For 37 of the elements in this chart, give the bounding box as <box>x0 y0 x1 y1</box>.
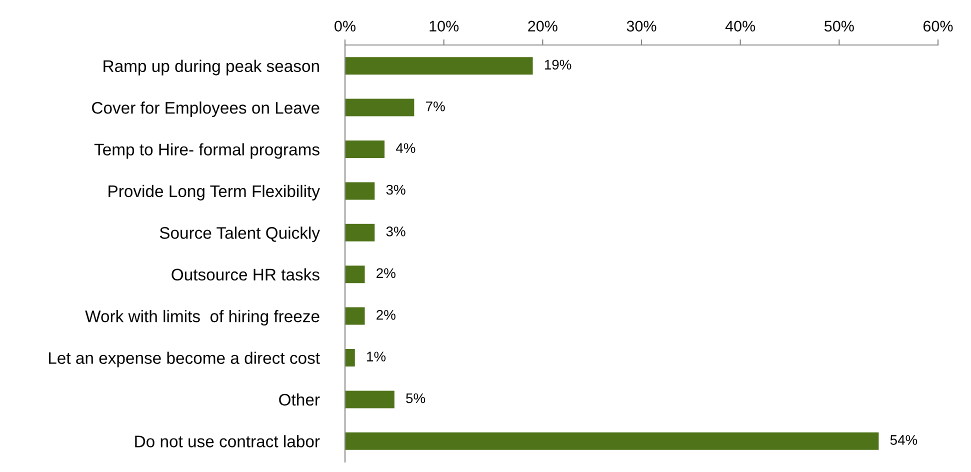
data-label: 4% <box>396 143 416 153</box>
x-tick-label: 50% <box>824 20 854 32</box>
x-tick-label: 0% <box>334 20 356 32</box>
data-label: 19% <box>544 60 572 70</box>
x-tick-label: 20% <box>528 20 558 32</box>
y-tick-label: Work with limits of hiring freeze <box>85 310 320 326</box>
data-label: 2% <box>376 310 396 320</box>
y-tick-label: Other <box>279 393 320 406</box>
bar <box>345 307 365 325</box>
x-tick-label: 60% <box>923 20 953 32</box>
bar <box>345 224 375 242</box>
y-tick-label: Ramp up during peak season <box>104 60 319 76</box>
data-label: 3% <box>386 184 406 195</box>
x-tick-label: 40% <box>725 20 756 32</box>
x-tick-label: 10% <box>430 20 459 32</box>
data-label: 1% <box>367 352 386 362</box>
bar <box>345 266 365 284</box>
x-tick-label: 30% <box>626 20 656 32</box>
data-label: 54% <box>890 435 918 445</box>
y-tick-label: Temp to Hire- formal programs <box>94 143 320 159</box>
data-label: 7% <box>426 102 445 112</box>
y-tick-label: Provide Long Term Flexibility <box>108 184 320 200</box>
data-label: 5% <box>406 393 426 404</box>
y-tick-label: Let an expense become a direct cost <box>49 352 320 368</box>
bar <box>345 348 355 367</box>
bar <box>345 182 375 200</box>
data-label: 3% <box>386 226 406 236</box>
y-tick-label: Cover for Employees on Leave <box>92 102 320 118</box>
bar <box>345 57 533 75</box>
bar <box>345 98 414 116</box>
bar <box>345 140 385 158</box>
y-tick-label: Do not use contract labor <box>135 435 320 448</box>
bar <box>345 432 879 450</box>
y-tick-label: Source Talent Quickly <box>160 226 320 242</box>
y-tick-label: Outsource HR tasks <box>172 268 320 281</box>
data-label: 2% <box>376 268 396 278</box>
bar <box>345 390 394 408</box>
